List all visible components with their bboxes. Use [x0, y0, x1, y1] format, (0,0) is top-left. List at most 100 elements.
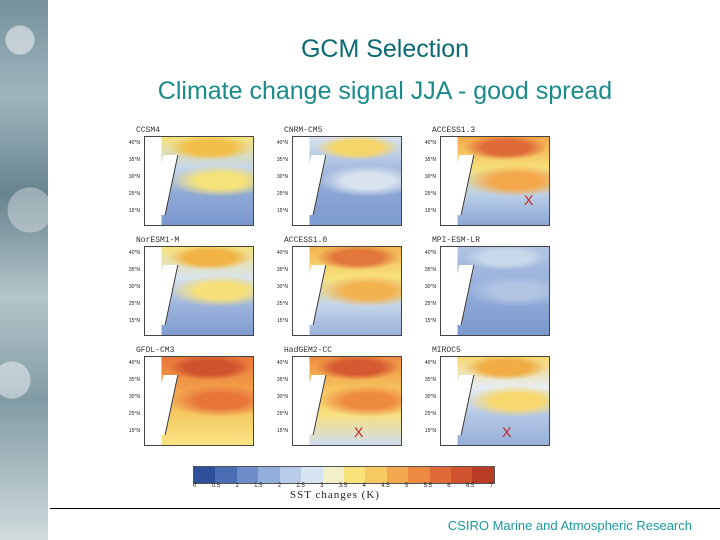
decorative-side-strip [0, 0, 48, 540]
latitude-tick-label: 35°N [424, 377, 436, 383]
latitude-tick-label: 25°N [276, 191, 288, 197]
latitude-tick-label: 40°N [128, 360, 140, 366]
colorbar-tick: 0.5 [211, 483, 221, 489]
latitude-tick-label: 40°N [424, 360, 436, 366]
colorbar-swatch [429, 467, 452, 483]
coastline-land [441, 357, 471, 445]
colorbar-swatch [365, 467, 387, 483]
latitude-tick-label: 30°N [276, 284, 288, 290]
latitude-tick-label: 40°N [128, 250, 140, 256]
coastline-land [293, 247, 323, 335]
latitude-tick-label: 15°N [424, 428, 436, 434]
latitude-tick-label: 35°N [276, 377, 288, 383]
latitude-tick-label: 35°N [128, 377, 140, 383]
latitude-tick-label: 25°N [128, 301, 140, 307]
latitude-tick-label: 30°N [276, 394, 288, 400]
colorbar-tick: 7 [489, 483, 493, 489]
coastline-land [145, 247, 175, 335]
sst-map [292, 136, 402, 226]
latitude-tick-label: 25°N [424, 301, 436, 307]
colorbar-swatch [215, 467, 237, 483]
sst-colorbar [193, 466, 495, 484]
excluded-cross-mark: X [524, 192, 534, 208]
model-panel: ACCESS1.0 40°N 35°N 30°N 25°N 15°N [266, 236, 404, 338]
latitude-tick-label: 30°N [424, 174, 436, 180]
colorbar-tick: 1 [235, 483, 239, 489]
latitude-tick-label: 40°N [424, 140, 436, 146]
latitude-tick-label: 40°N [276, 360, 288, 366]
latitude-tick-label: 35°N [128, 157, 140, 163]
slide-subtitle: Climate change signal JJA - good spread [157, 77, 613, 105]
model-label: CCSM4 [136, 126, 161, 135]
model-label: ACCESS1.3 [432, 126, 476, 135]
colorbar-swatch [343, 467, 366, 483]
model-label: HadGEM2-CC [284, 346, 333, 355]
colorbar-tick: 6 [447, 483, 451, 489]
sst-map [292, 356, 402, 446]
latitude-tick-label: 40°N [276, 250, 288, 256]
model-panel: MIROC5 40°N 35°N 30°N 25°N 15°N X [414, 346, 552, 448]
colorbar-tick: 0 [193, 483, 197, 489]
footer-text: CSIRO Marine and Atmospheric Research [447, 518, 692, 533]
slide-title: GCM Selection [300, 35, 470, 63]
latitude-tick-label: 30°N [276, 174, 288, 180]
coastline-land [441, 137, 471, 225]
colorbar-tick: 4.5 [381, 483, 390, 489]
latitude-tick-label: 30°N [128, 394, 140, 400]
latitude-tick-label: 25°N [424, 411, 436, 417]
latitude-tick-label: 15°N [128, 318, 140, 324]
colorbar-tick: 4 [362, 483, 366, 489]
model-label: MPI-ESM-LR [432, 236, 481, 245]
latitude-tick-label: 35°N [128, 267, 140, 273]
excluded-cross-mark: X [502, 424, 512, 440]
latitude-tick-label: 25°N [424, 191, 436, 197]
model-label: CNRM-CM5 [284, 126, 323, 135]
coastline-land [293, 357, 323, 445]
model-panel: CNRM-CM5 40°N 35°N 30°N 25°N 15°N [266, 126, 404, 228]
sst-map [440, 246, 550, 336]
footer-divider [50, 508, 720, 509]
sst-map [440, 136, 550, 226]
sst-map [144, 246, 254, 336]
latitude-tick-label: 40°N [276, 140, 288, 146]
colorbar-tick: 1.5 [254, 483, 263, 489]
latitude-tick-label: 30°N [128, 284, 140, 290]
model-label: GFDL-CM3 [136, 346, 175, 355]
model-panel: NorESM1-M 40°N 35°N 30°N 25°N 15°N [118, 236, 256, 338]
latitude-tick-label: 15°N [276, 318, 288, 324]
model-label: MIROC5 [432, 346, 461, 355]
latitude-tick-label: 30°N [128, 174, 140, 180]
latitude-tick-label: 35°N [276, 157, 288, 163]
model-label: NorESM1-M [136, 236, 180, 245]
colorbar-swatch [322, 467, 344, 483]
colorbar-tick: 3.5 [338, 483, 348, 489]
sst-map [292, 246, 402, 336]
coastline-land [441, 247, 471, 335]
colorbar-ticks: 0 0.5 1 1.5 2 2.5 3 3.5 4 4.5 5 5.5 6 6.5 7 [193, 483, 493, 489]
colorbar-swatch [194, 467, 216, 483]
model-label: ACCESS1.0 [284, 236, 328, 245]
colorbar-tick: 2.5 [296, 483, 305, 489]
colorbar-swatch [451, 467, 473, 483]
coastline-land [145, 137, 175, 225]
model-panel: GFDL-CM3 40°N 35°N 30°N 25°N 15°N [118, 346, 256, 448]
colorbar-swatch [386, 467, 409, 483]
latitude-tick-label: 35°N [424, 157, 436, 163]
colorbar-tick: 5 [404, 483, 409, 489]
colorbar-tick: 6.5 [465, 483, 475, 489]
colorbar-tick: 2 [277, 483, 282, 489]
latitude-tick-label: 40°N [424, 250, 436, 256]
latitude-tick-label: 30°N [424, 394, 436, 400]
latitude-tick-label: 40°N [128, 140, 140, 146]
sst-map [144, 356, 254, 446]
colorbar-swatch [301, 467, 323, 483]
latitude-tick-label: 15°N [128, 428, 140, 434]
model-panels-grid: CCSM4 40°N 35°N 30°N 25°N 15°N CNRM-CM5 40°N 35°… [118, 126, 560, 456]
latitude-tick-label: 25°N [276, 411, 288, 417]
model-panel: MPI-ESM-LR 40°N 35°N 30°N 25°N 15°N [414, 236, 552, 338]
sst-map [144, 136, 254, 226]
latitude-tick-label: 35°N [424, 267, 436, 273]
colorbar-swatch [258, 467, 280, 483]
model-panel: HadGEM2-CC 40°N 35°N 30°N 25°N 15°N X [266, 346, 404, 448]
model-panel: ACCESS1.3 40°N 35°N 30°N 25°N 15°N X [414, 126, 552, 228]
